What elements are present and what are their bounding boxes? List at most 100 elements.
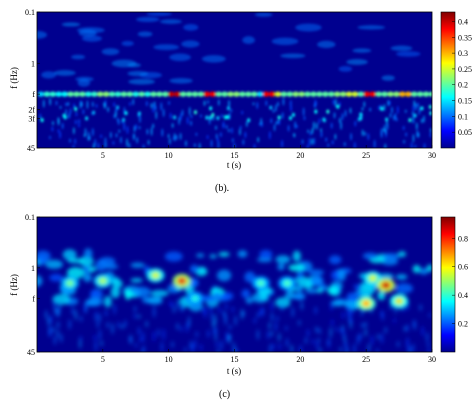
heatmap-cell bbox=[49, 97, 52, 106]
heatmap-cell bbox=[129, 102, 131, 106]
heatmap-cell bbox=[62, 249, 77, 261]
heatmap-cell bbox=[40, 118, 44, 123]
heatmap-cell bbox=[338, 101, 341, 107]
heatmap-cell bbox=[105, 309, 108, 317]
heatmap-cell bbox=[256, 329, 259, 340]
heatmap-cell bbox=[334, 91, 341, 97]
heatmap-cell bbox=[150, 127, 153, 136]
heatmap-cell bbox=[344, 342, 347, 347]
heatmap-cell bbox=[176, 322, 179, 331]
heatmap-cell bbox=[136, 136, 139, 144]
heatmap-cell bbox=[135, 16, 160, 23]
heatmap-cell bbox=[61, 22, 81, 27]
heatmap-cell bbox=[156, 91, 163, 97]
heatmap-cell bbox=[331, 319, 334, 326]
heatmap-cell bbox=[405, 132, 408, 137]
heatmap-cell bbox=[128, 78, 155, 85]
heatmap-cell bbox=[162, 91, 169, 97]
heatmap-cell bbox=[426, 332, 429, 343]
heatmap-cell bbox=[421, 118, 423, 124]
heatmap-cell bbox=[54, 306, 57, 314]
heatmap-cell bbox=[147, 297, 163, 305]
heatmap-cell bbox=[216, 269, 232, 282]
heatmap-cell bbox=[241, 308, 243, 320]
heatmap-cell bbox=[393, 114, 395, 121]
heatmap-cell bbox=[82, 108, 85, 115]
heatmap-cell bbox=[314, 306, 317, 315]
heatmap-cell bbox=[55, 91, 62, 97]
heatmap-cell bbox=[209, 306, 212, 315]
heatmap-cell bbox=[373, 139, 376, 148]
heatmap-cell bbox=[275, 104, 277, 112]
heatmap-cell bbox=[296, 271, 304, 279]
heatmap-cell bbox=[288, 116, 292, 121]
heatmap-cell bbox=[296, 124, 298, 128]
heatmap-cell bbox=[198, 142, 201, 148]
heatmap-cell bbox=[130, 262, 145, 268]
heatmap-cell bbox=[313, 103, 316, 108]
heatmap-cell bbox=[121, 40, 134, 47]
heatmap-cell bbox=[189, 264, 199, 274]
heatmap-cell bbox=[135, 124, 138, 130]
heatmap-cell bbox=[337, 269, 347, 282]
heatmap-cell bbox=[419, 267, 429, 275]
heatmap-cell bbox=[57, 308, 60, 317]
heatmap-cell bbox=[272, 109, 275, 113]
heatmap-cell bbox=[65, 102, 67, 107]
colorbar-tick-label: 0.6 bbox=[458, 263, 468, 272]
heatmap-cell bbox=[369, 107, 372, 112]
heatmap-cell bbox=[245, 121, 248, 127]
heatmap-cell bbox=[313, 137, 316, 145]
panel-b-colorbar-axis: 0.4 0.35 0.3 0.25 0.2 0.15 0.1 0.05 bbox=[452, 17, 472, 137]
heatmap-cell bbox=[273, 124, 276, 132]
heatmap-cell bbox=[429, 313, 431, 318]
heatmap-cell bbox=[242, 139, 245, 146]
heatmap-cell bbox=[90, 290, 98, 297]
heatmap-cell bbox=[281, 112, 284, 120]
x-tick-label: 5 bbox=[101, 355, 105, 364]
heatmap-cell bbox=[385, 117, 389, 122]
heatmap-cell bbox=[219, 132, 222, 138]
heatmap-cell bbox=[387, 99, 390, 107]
heatmap-cell bbox=[121, 324, 124, 329]
heatmap-cell bbox=[384, 143, 387, 148]
heatmap-cell bbox=[334, 98, 337, 108]
heatmap-cell bbox=[286, 338, 289, 348]
heatmap-cell bbox=[275, 121, 278, 125]
heatmap-cell bbox=[91, 91, 98, 97]
heatmap-cell bbox=[42, 99, 45, 108]
heatmap-cell bbox=[275, 255, 291, 264]
heatmap-cell bbox=[422, 91, 430, 97]
heatmap-cell bbox=[303, 116, 306, 121]
heatmap-cell bbox=[314, 109, 318, 114]
heatmap-cell bbox=[94, 335, 96, 341]
heatmap-cell bbox=[227, 128, 230, 133]
heatmap-cell bbox=[339, 328, 342, 333]
heatmap-cell bbox=[153, 102, 155, 110]
heatmap-cell bbox=[216, 137, 219, 143]
heatmap-cell bbox=[86, 100, 89, 110]
heatmap-cell bbox=[161, 128, 164, 137]
heatmap-cell bbox=[270, 330, 273, 337]
heatmap-cell bbox=[106, 321, 109, 329]
heatmap-cell bbox=[227, 91, 234, 97]
heatmap-cell bbox=[241, 110, 244, 115]
heatmap-cell bbox=[378, 105, 380, 111]
panel-c-colorbar-axis: 0.8 0.6 0.4 0.2 bbox=[452, 234, 468, 329]
heatmap-cell bbox=[228, 112, 231, 120]
heatmap-cell bbox=[161, 341, 163, 352]
heatmap-cell bbox=[67, 258, 85, 264]
x-tick-label: 10 bbox=[165, 355, 173, 364]
heatmap-cell bbox=[104, 137, 107, 146]
heatmap-cell bbox=[171, 123, 174, 128]
heatmap-cell bbox=[205, 115, 209, 120]
heatmap-cell bbox=[101, 48, 120, 56]
heatmap-cell bbox=[107, 106, 109, 113]
heatmap-cell bbox=[75, 112, 78, 117]
heatmap-cell bbox=[160, 102, 163, 111]
y-tick-label: 2f bbox=[28, 106, 35, 115]
heatmap-cell bbox=[210, 139, 213, 148]
heatmap-cell bbox=[50, 314, 53, 325]
heatmap-cell bbox=[154, 105, 157, 111]
heatmap-cell bbox=[419, 304, 422, 311]
